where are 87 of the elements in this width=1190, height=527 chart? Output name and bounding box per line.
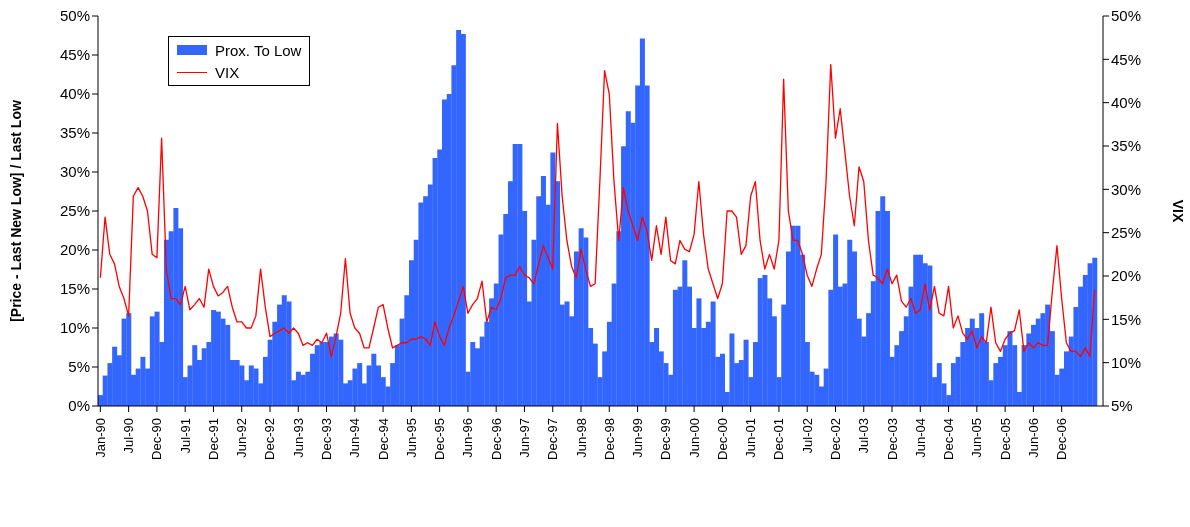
legend-label: VIX xyxy=(215,63,240,81)
x-tick-label: Jun-95 xyxy=(403,418,419,458)
x-tick-label: Jan-90 xyxy=(92,418,108,458)
bar xyxy=(371,353,377,406)
bar xyxy=(173,207,179,406)
x-tick-label: Dec-06 xyxy=(1054,418,1070,460)
x-tick-label: Dec-03 xyxy=(884,418,900,460)
bar xyxy=(140,356,146,406)
y2-tick-label: 20% xyxy=(1111,267,1142,285)
x-tick-label: Jun-98 xyxy=(573,418,589,458)
x-tick-label: Dec-90 xyxy=(149,418,165,460)
bar xyxy=(319,342,325,406)
x-tick-label: Dec-02 xyxy=(827,418,843,460)
bar xyxy=(192,345,198,406)
x-tick-label: Dec-05 xyxy=(997,418,1013,460)
x-tick-label: Dec-92 xyxy=(262,418,278,460)
y-axis-title: [Price - Last New Low] / Last Low xyxy=(7,100,24,322)
y2-tick-label: 45% xyxy=(1111,50,1142,68)
x-tick-label: Dec-96 xyxy=(488,418,504,460)
y-tick-label: 25% xyxy=(59,202,90,220)
y2-tick-label: 10% xyxy=(1111,353,1142,371)
bar xyxy=(880,196,886,406)
bar xyxy=(517,143,523,406)
x-tick-label: Dec-95 xyxy=(432,418,448,460)
bar xyxy=(710,301,716,406)
bar xyxy=(672,289,678,406)
line-series xyxy=(99,63,1096,358)
bar xyxy=(540,175,546,406)
y2-tick-label: 25% xyxy=(1111,223,1142,241)
bar xyxy=(682,260,688,406)
y-tick-label: 50% xyxy=(59,7,90,25)
x-tick-label: Dec-98 xyxy=(601,418,617,460)
x-tick-label: Jul-90 xyxy=(121,418,137,454)
bar xyxy=(550,152,556,406)
x-tick-label: Jul-02 xyxy=(799,418,815,454)
x-tick-label: Jun-96 xyxy=(460,418,476,458)
x-tick-label: Jun-00 xyxy=(686,418,702,458)
bar xyxy=(729,333,735,406)
y2-axis-title: VIX xyxy=(1170,199,1187,223)
x-tick-label: Jun-92 xyxy=(234,418,250,458)
y-tick-label: 5% xyxy=(68,358,90,376)
x-tick-label: Dec-99 xyxy=(658,418,674,460)
bar xyxy=(1092,257,1098,406)
bar xyxy=(913,254,919,406)
bar xyxy=(762,274,768,406)
bar xyxy=(927,265,933,406)
x-tick-label: Jun-97 xyxy=(516,418,532,458)
bar xyxy=(460,33,466,406)
y2-tick-label: 15% xyxy=(1111,310,1142,328)
x-tick-label: Jun-94 xyxy=(347,418,363,458)
bar xyxy=(847,239,853,406)
x-tick-label: Jun-06 xyxy=(1025,418,1041,458)
y-tick-label: 30% xyxy=(59,163,90,181)
x-tick-label: Jul-91 xyxy=(177,418,193,454)
y2-tick-label: 35% xyxy=(1111,137,1142,155)
y-tick-label: 20% xyxy=(59,241,90,259)
bar xyxy=(814,374,820,406)
bar xyxy=(1007,331,1013,406)
y-tick-label: 40% xyxy=(59,85,90,103)
x-tick-label: Jun-04 xyxy=(912,418,928,458)
y-tick-label: 0% xyxy=(68,397,90,415)
y2-tick-label: 40% xyxy=(1111,93,1142,111)
x-tick-label: Dec-97 xyxy=(545,418,561,460)
bar xyxy=(470,342,476,406)
y-tick-label: 15% xyxy=(59,280,90,298)
legend-label: Prox. To Low xyxy=(215,41,302,59)
x-tick-label: Dec-04 xyxy=(941,418,957,460)
y2-tick-label: 30% xyxy=(1111,180,1142,198)
bar xyxy=(696,298,702,406)
x-tick-label: Dec-94 xyxy=(375,418,391,460)
x-tick-label: Jun-01 xyxy=(743,418,759,458)
x-tick-label: Dec-00 xyxy=(714,418,730,460)
y2-tick-label: 50% xyxy=(1111,7,1142,25)
y-tick-label: 35% xyxy=(59,124,90,142)
bar xyxy=(795,225,801,406)
x-tick-label: Jul-03 xyxy=(856,418,872,454)
x-tick-label: Dec-91 xyxy=(205,418,221,460)
x-tick-label: Dec-93 xyxy=(319,418,335,460)
y2-tick-label: 5% xyxy=(1111,397,1133,415)
bar xyxy=(295,371,301,406)
x-tick-label: Jun-99 xyxy=(630,418,646,458)
y-tick-label: 10% xyxy=(59,319,90,337)
bar xyxy=(126,313,132,406)
x-tick-label: Jun-93 xyxy=(290,418,306,458)
x-tick-label: Dec-01 xyxy=(771,418,787,460)
x-tick-label: Jun-05 xyxy=(969,418,985,458)
y-tick-label: 45% xyxy=(59,46,90,64)
